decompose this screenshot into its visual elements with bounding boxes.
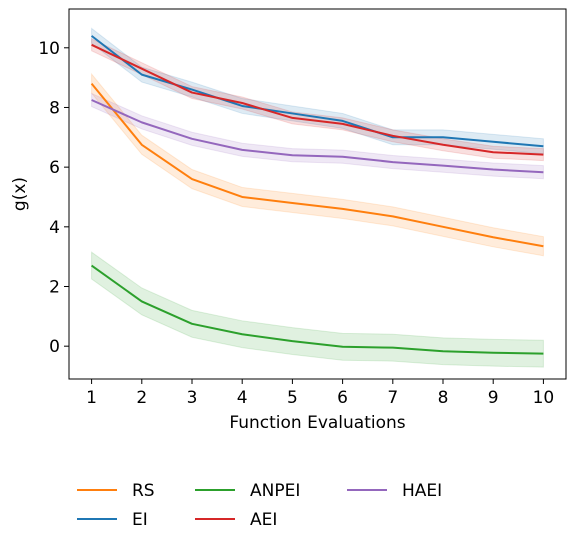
legend-label-aei: AEI	[250, 510, 277, 530]
y-axis-label: g(x)	[10, 177, 30, 211]
x-tick-label: 2	[136, 388, 147, 408]
band-aei	[91, 38, 544, 162]
y-tick-label: 10	[38, 39, 60, 59]
y-tick-label: 8	[49, 98, 60, 118]
legend-label-haei: HAEI	[402, 481, 442, 501]
plot-area-frame	[68, 8, 567, 380]
y-axis: 0 2 4 6 8 10	[38, 39, 69, 357]
x-tick-label: 10	[533, 388, 555, 408]
x-tick-label: 8	[438, 388, 449, 408]
legend: RS EI ANPEI AEI HAEI	[77, 481, 442, 530]
series-line-ei	[90, 35, 544, 148]
y-tick-label: 2	[49, 278, 60, 298]
legend-label-ei: EI	[132, 510, 148, 530]
x-axis: 1 2 3 4 5 6 7 8 9 10	[86, 379, 554, 408]
x-tick-label: 9	[488, 388, 499, 408]
band-anpei	[91, 251, 544, 368]
x-tick-label: 7	[387, 388, 398, 408]
x-tick-label: 5	[287, 388, 298, 408]
x-tick-label: 4	[237, 388, 248, 408]
y-tick-label: 4	[49, 218, 60, 238]
x-axis-label: Function Evaluations	[229, 413, 405, 433]
legend-label-anpei: ANPEI	[250, 481, 300, 501]
legend-label-rs: RS	[132, 481, 155, 501]
x-tick-label: 6	[337, 388, 348, 408]
series-line-aei	[91, 43, 544, 156]
series-lines	[90, 35, 544, 355]
series-line-rs	[90, 82, 544, 248]
x-tick-label: 1	[86, 388, 97, 408]
x-tick-label: 3	[187, 388, 198, 408]
series-line-anpei	[91, 264, 544, 355]
y-tick-label: 6	[49, 158, 60, 178]
y-tick-label: 0	[49, 337, 60, 357]
series-line-haei	[91, 99, 544, 174]
